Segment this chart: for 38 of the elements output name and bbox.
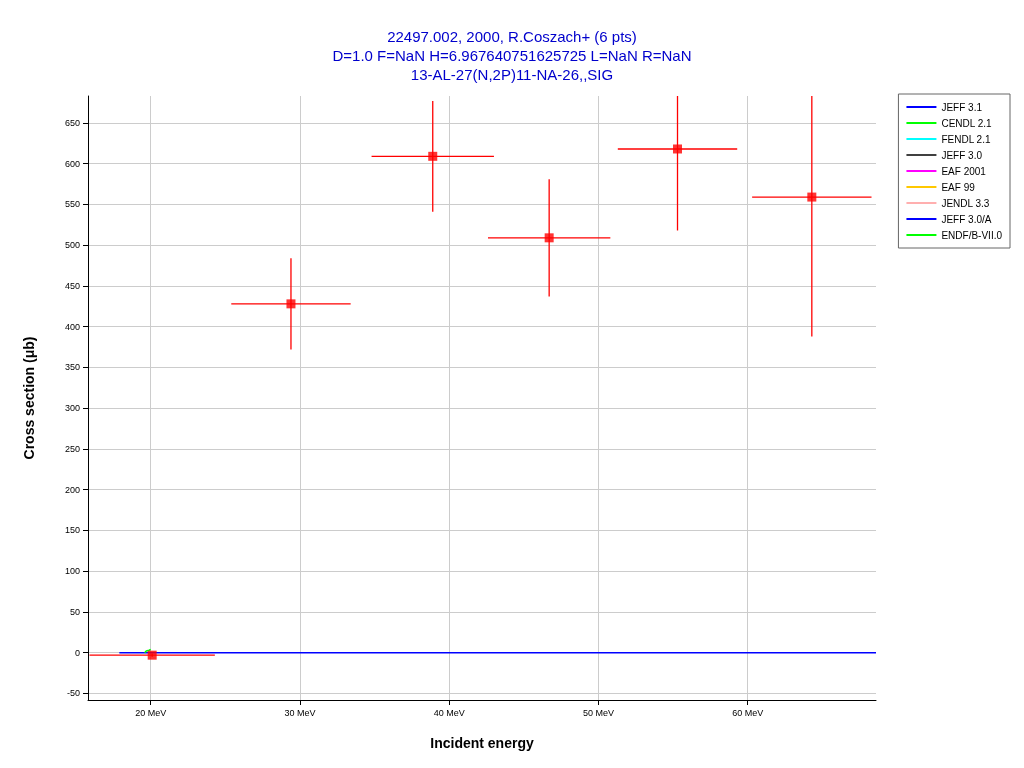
legend-label: CENDL 2.1 [941,117,993,129]
y-tick-label: 600 [64,158,80,169]
y-tick-label: 250 [64,443,80,454]
x-tick-label: 40 MeV [433,707,465,718]
y-tick-label: 50 [69,606,80,617]
x-axis-title: Incident energy [430,735,534,751]
y-tick-label: 400 [64,321,80,332]
y-tick-label: 100 [64,566,80,577]
chart-title: 22497.002, 2000, R.Coszach+ (6 pts) D=1.0 F=NaN H=6.967640751625725 L=NaN R=NaN 13-AL-27(N,2P)11-NA-26,,SIG [332,28,692,83]
legend-label: EAF 2001 [941,165,987,177]
point [807,192,817,202]
legend-label: JEFF 3.0/A [941,213,992,225]
y-tick-label: 650 [64,117,80,128]
y-tick-label: 300 [64,403,80,414]
x-tick-label: 50 MeV [582,707,614,718]
y-tick-label: 550 [64,199,80,210]
y-tick-label: 450 [64,280,80,291]
legend-label: ENDF/B-VII.0 [941,229,1003,241]
point [147,650,157,660]
legend-label: JEFF 3.0 [941,149,983,161]
legend-label: JENDL 3.3 [941,197,990,209]
y-tick-label: 200 [64,484,80,495]
legend-label: FENDL 2.1 [941,133,991,145]
y-tick-label: 0 [74,647,80,658]
point [428,151,438,161]
x-tick-label: 20 MeV [135,707,167,718]
point [673,144,683,154]
point [544,233,554,243]
x-tick-label: 60 MeV [732,707,764,718]
point [286,299,296,309]
y-tick-label: 500 [64,240,80,251]
legend-label: EAF 99 [941,181,976,193]
legend-label: JEFF 3.1 [941,101,983,113]
y-tick-label: 350 [64,362,80,373]
y-tick-label: 150 [64,525,80,536]
x-tick-label: 30 MeV [284,707,316,718]
y-tick-label: -50 [66,688,80,699]
y-axis-title: Cross section (μb) [21,336,37,460]
